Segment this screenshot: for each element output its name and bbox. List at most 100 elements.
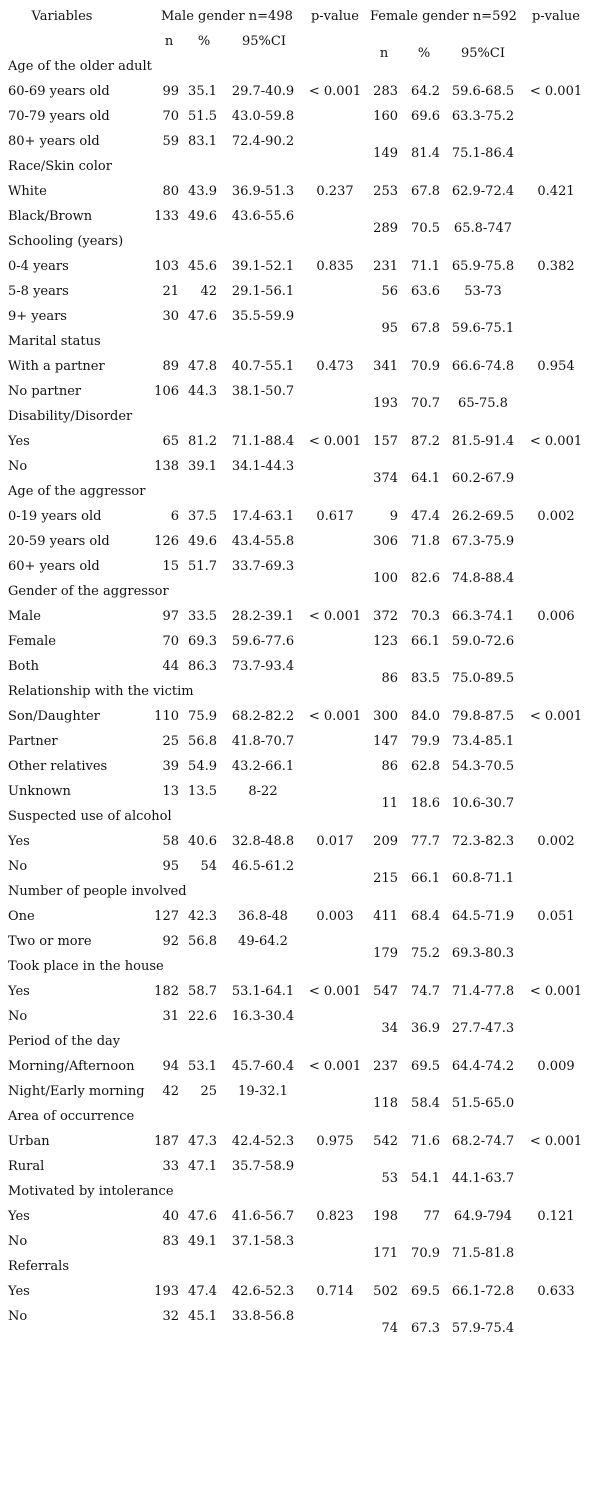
header-p-value-male: p-value [310,9,360,24]
female-n-cell: 53 [381,1171,398,1186]
female-pct-cell: 63.6 [411,284,440,299]
female-n-cell: 306 [373,534,398,549]
header-ci-female: 95%CI [461,46,505,61]
row-label: Other relatives [8,759,108,774]
male-ci-cell: 42.6-52.3 [231,1284,295,1299]
male-n-cell: 99 [162,84,179,99]
section-title: Period of the day [8,1034,121,1049]
male-ci-cell: 28.2-39.1 [231,609,295,624]
female-ci-cell: 65-75.8 [458,396,508,411]
female-ci-cell: 72.3-82.3 [451,834,515,849]
female-pct-cell: 36.9 [411,1021,440,1036]
female-pct-cell: 70.5 [411,221,440,236]
section-title: Took place in the house [8,959,164,974]
male-ci-cell: 43.6-55.6 [231,209,295,224]
male-n-cell: 193 [154,1284,179,1299]
female-n-cell: 411 [373,909,398,924]
male-n-cell: 58 [162,834,179,849]
header-pct-female: % [417,46,431,61]
female-pct-cell: 70.3 [411,609,440,624]
female-ci-cell: 51.5-65.0 [451,1096,515,1111]
female-ci-cell: 54.3-70.5 [451,759,515,774]
female-n-cell: 118 [373,1096,398,1111]
female-pct-cell: 54.1 [411,1171,440,1186]
row-label: No [8,1009,28,1024]
female-n-cell: 11 [381,796,398,811]
male-pct-cell: 49.1 [188,1234,217,1249]
male-p-value-cell: 0.473 [316,359,354,374]
female-pct-cell: 84.0 [411,709,440,724]
row-label: 0-4 years [8,259,69,274]
male-pct-cell: 86.3 [188,659,217,674]
header-p-value-female: p-value [531,9,581,24]
female-pct-cell: 81.4 [411,146,440,161]
row-label: Yes [8,1209,30,1224]
male-ci-cell: 19-32.1 [238,1084,288,1099]
female-ci-cell: 59.0-72.6 [451,634,515,649]
section-title: Marital status [8,334,101,349]
female-n-cell: 237 [373,1059,398,1074]
female-pct-cell: 79.9 [411,734,440,749]
male-n-cell: 83 [162,1234,179,1249]
female-ci-cell: 81.5-91.4 [451,434,515,449]
male-p-value-cell: < 0.001 [308,984,362,999]
male-ci-cell: 43.4-55.8 [231,534,295,549]
male-pct-cell: 13.5 [188,784,217,799]
male-ci-cell: 72.4-90.2 [231,134,295,149]
section-title: Disability/Disorder [8,409,133,424]
row-label: Partner [8,734,58,749]
male-ci-cell: 32.8-48.8 [231,834,295,849]
row-label: Female [8,634,56,649]
female-pct-cell: 87.2 [411,434,440,449]
female-n-cell: 123 [373,634,398,649]
header-n-male: n [164,34,174,49]
female-pct-cell: 62.8 [411,759,440,774]
row-label: 20-59 years old [8,534,110,549]
female-n-cell: 100 [373,571,398,586]
male-ci-cell: 43.2-66.1 [231,759,295,774]
female-pct-cell: 70.9 [411,359,440,374]
male-pct-cell: 45.1 [188,1309,217,1324]
male-ci-cell: 33.7-69.3 [231,559,295,574]
male-pct-cell: 25 [200,1084,217,1099]
row-label: Both [8,659,39,674]
female-n-cell: 374 [373,471,398,486]
female-ci-cell: 60.2-67.9 [451,471,515,486]
male-pct-cell: 56.8 [188,734,217,749]
male-pct-cell: 83.1 [188,134,217,149]
female-p-value-cell: 0.002 [537,509,575,524]
male-pct-cell: 47.3 [188,1134,217,1149]
female-p-value-cell: 0.633 [537,1284,575,1299]
male-n-cell: 95 [162,859,179,874]
row-label: Yes [8,984,30,999]
male-ci-cell: 73.7-93.4 [231,659,295,674]
male-ci-cell: 45.7-60.4 [231,1059,295,1074]
female-ci-cell: 64.5-71.9 [451,909,515,924]
female-n-cell: 209 [373,834,398,849]
female-ci-cell: 75.1-86.4 [451,146,515,161]
female-n-cell: 157 [373,434,398,449]
male-n-cell: 25 [162,734,179,749]
row-label: No [8,1309,28,1324]
female-pct-cell: 69.5 [411,1284,440,1299]
female-n-cell: 289 [373,221,398,236]
section-title: Suspected use of alcohol [8,809,172,824]
female-pct-cell: 77.7 [411,834,440,849]
male-ci-cell: 36.8-48 [238,909,288,924]
section-title: Schooling (years) [8,234,124,249]
female-pct-cell: 83.5 [411,671,440,686]
female-n-cell: 149 [373,146,398,161]
female-ci-cell: 68.2-74.7 [451,1134,515,1149]
row-label: Son/Daughter [8,709,100,724]
female-ci-cell: 26.2-69.5 [451,509,515,524]
female-ci-cell: 65.8-747 [453,221,513,236]
male-n-cell: 97 [162,609,179,624]
male-n-cell: 133 [154,209,179,224]
header-female-group: Female gender n=592 [370,9,517,24]
male-ci-cell: 68.2-82.2 [231,709,295,724]
female-ci-cell: 79.8-87.5 [451,709,515,724]
male-ci-cell: 29.1-56.1 [231,284,295,299]
female-ci-cell: 62.9-72.4 [451,184,515,199]
female-n-cell: 86 [381,671,398,686]
female-p-value-cell: 0.051 [537,909,575,924]
